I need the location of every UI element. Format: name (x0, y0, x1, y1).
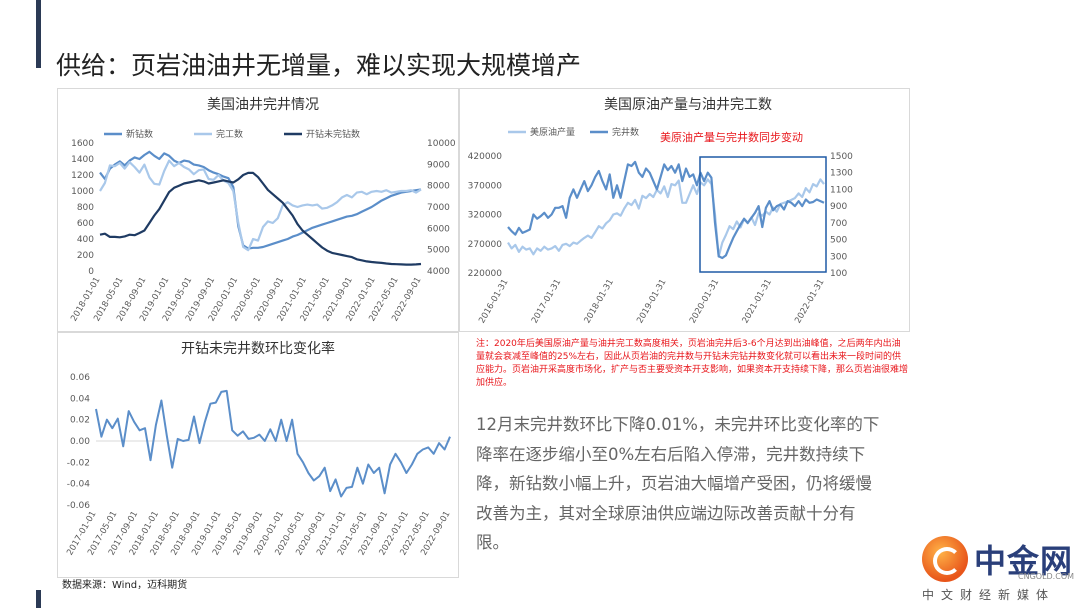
c2-y2tick-6: 1300 (830, 169, 853, 179)
c2-xtick-6: 2022-01-31 (793, 278, 826, 326)
c3-ytick-2: -0.02 (67, 458, 90, 468)
data-source: 数据来源：Wind，迈科期货 (62, 580, 188, 591)
c2-legend-label-0: 美原油产量 (530, 126, 575, 138)
c2-ytick-1: 270000 (468, 240, 503, 250)
c1-series-1 (99, 159, 422, 252)
c2-title: 美国原油产量与油井完工数 (604, 97, 772, 113)
c1-y2tick-6: 10000 (427, 139, 456, 149)
chart-production: 美国原油产量与油井完工数 220000 270000 320000 370000 4200… (468, 97, 854, 326)
c3-series-0 (95, 389, 451, 498)
c3-ytick-0: -0.06 (67, 501, 91, 511)
c2-y2tick-2: 500 (830, 236, 847, 246)
c1-y2tick-2: 6000 (427, 224, 450, 234)
logo-url: CNGOLD.COM (1018, 572, 1075, 581)
c2-y2tick-1: 300 (830, 252, 847, 262)
c1-ytick-3: 600 (77, 219, 94, 229)
c2-annotation: 美原油产量与完井数同步变动 (660, 130, 803, 144)
chart-completions: 美国油井完井情况 0 200 400 600 800 1000 1200 1400 1600 400… (69, 97, 456, 323)
accent-bar-top (36, 0, 41, 68)
c2-ytick-2: 320000 (468, 211, 503, 221)
c1-y2tick-3: 7000 (427, 203, 450, 213)
c1-series-0 (99, 150, 422, 250)
c2-series-0 (507, 178, 825, 258)
c3-ytick-4: 0.02 (70, 416, 90, 426)
c2-xtick-0: 2016-01-31 (477, 278, 510, 326)
c1-ytick-6: 1200 (71, 171, 94, 181)
c2-xtick-2: 2018-01-31 (583, 278, 616, 326)
c1-legend-label-1: 完工数 (216, 128, 243, 140)
c3-title: 开钻未完井数环比变化率 (181, 340, 335, 357)
c1-ytick-4: 800 (77, 203, 94, 213)
analysis-body: 12月末完井数环比下降0.01%，未完井环比变化率的下降率在逐步缩小至0%左右后… (476, 415, 880, 552)
c3-ytick-1: -0.04 (67, 480, 91, 490)
c1-y2tick-4: 8000 (427, 182, 450, 192)
c1-ytick-7: 1400 (71, 155, 94, 165)
logo-tagline: 中文财经新媒体 (922, 588, 1056, 602)
c2-legend-label-1: 完井数 (612, 126, 639, 138)
c1-ytick-0: 0 (88, 267, 94, 277)
c2-y2tick-3: 700 (830, 219, 847, 229)
c1-title: 美国油井完井情况 (207, 97, 319, 113)
c1-ytick-5: 1000 (71, 187, 94, 197)
c2-series-1 (507, 160, 825, 260)
c1-ytick-2: 400 (77, 235, 94, 245)
c2-xtick-4: 2020-01-31 (688, 278, 721, 326)
c2-y2tick-5: 1100 (830, 185, 853, 195)
accent-bar-bottom (36, 590, 41, 608)
c2-ytick-3: 370000 (468, 181, 503, 191)
c1-y2tick-1: 5000 (427, 246, 450, 256)
chart-panel-production: 美国原油产量与油井完工数 220000 270000 320000 370000 4200… (459, 88, 910, 332)
c1-y2tick-0: 4000 (427, 267, 450, 277)
page-title: 供给：页岩油油井无增量，难以实现大规模增产 (56, 51, 582, 80)
c2-highlight-box (699, 156, 827, 273)
c1-legend-label-0: 新钻数 (126, 128, 153, 140)
c1-ytick-8: 1600 (71, 139, 94, 149)
c1-y2tick-5: 9000 (427, 160, 450, 170)
c3-ytick-6: 0.06 (70, 373, 90, 383)
c3-ytick-3: 0.00 (70, 437, 90, 447)
c1-series-2 (99, 171, 422, 266)
cngold-logo: 中金网 CNGOLD.COM 中文财经新媒体 (918, 536, 1078, 606)
c2-y2tick-0: 100 (830, 269, 847, 279)
c3-ytick-5: 0.04 (70, 394, 90, 404)
c1-legend-label-2: 开钻未完钻数 (306, 128, 360, 140)
c2-ytick-0: 220000 (468, 269, 503, 279)
chart-duc-change: 开钻未完井数环比变化率 -0.06 -0.04 -0.02 0.00 0.02 0.04 0.… (65, 340, 452, 557)
c2-xtick-1: 2017-01-31 (530, 278, 563, 326)
chart-panel-completions: 美国油井完井情况 0 200 400 600 800 1000 1200 1400 1600 400… (57, 88, 459, 332)
c2-ytick-4: 420000 (468, 152, 503, 162)
c2-y2tick-7: 1500 (830, 152, 853, 162)
logo-mark-icon (922, 536, 968, 582)
c2-xtick-5: 2021-01-31 (741, 278, 774, 326)
c2-xtick-3: 2019-01-31 (635, 278, 668, 326)
chart-panel-duc-change: 开钻未完井数环比变化率 -0.06 -0.04 -0.02 0.00 0.02 0.04 0.… (57, 332, 459, 578)
analysis-note: 注：2020年后美国原油产量与油井完工数高度相关，页岩油完井后3-6个月达到出油… (476, 339, 909, 388)
c1-ytick-1: 200 (77, 251, 94, 261)
logo-name: 中金网 (974, 542, 1074, 580)
c2-y2tick-4: 900 (830, 202, 847, 212)
